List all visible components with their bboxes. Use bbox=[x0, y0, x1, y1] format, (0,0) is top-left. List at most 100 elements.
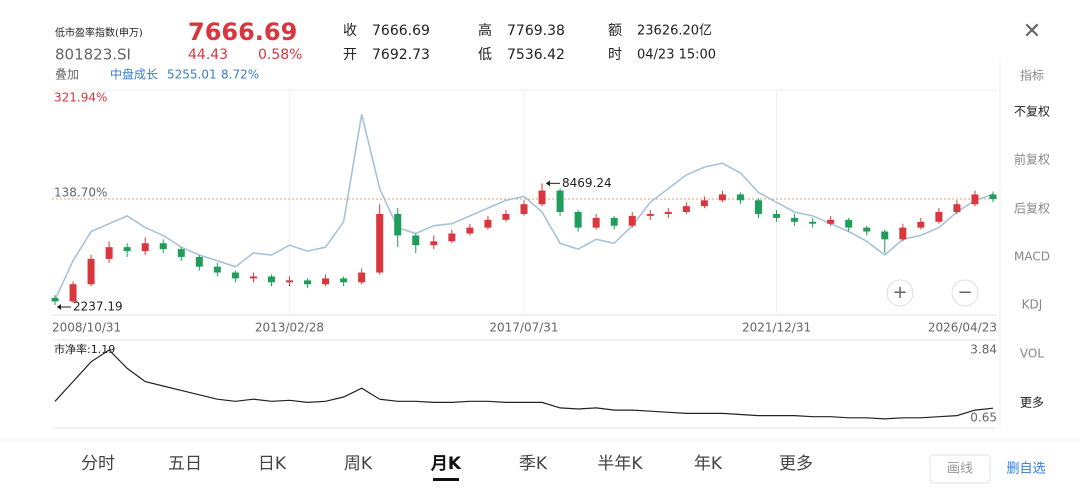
tab[interactable]: 日K bbox=[258, 454, 287, 474]
candle-body bbox=[123, 247, 131, 252]
field-value: 23626.20亿 bbox=[637, 24, 712, 39]
candle-body bbox=[556, 190, 564, 213]
x-tick-label: 2008/10/31 bbox=[52, 321, 121, 335]
candle-body bbox=[682, 206, 690, 213]
y-tick-label: 138.70% bbox=[54, 186, 107, 200]
menu-item[interactable]: 前复权 bbox=[1014, 152, 1050, 167]
candle-body bbox=[141, 243, 149, 252]
menu-item[interactable]: KDJ bbox=[1022, 298, 1043, 312]
sub-label: 市净率:1.19 bbox=[54, 342, 115, 356]
annotation-arrowhead bbox=[57, 304, 61, 311]
candle-body bbox=[105, 247, 113, 259]
zoom-out[interactable] bbox=[951, 279, 979, 307]
overlay-label: 叠加 bbox=[55, 68, 79, 82]
x-tick-label: 2026/04/23 bbox=[928, 321, 997, 335]
menu-item[interactable]: MACD bbox=[1014, 250, 1050, 264]
field-label: 低 bbox=[478, 47, 492, 63]
tab[interactable]: 分时 bbox=[81, 454, 115, 474]
menu-item[interactable]: 后复权 bbox=[1014, 202, 1050, 216]
zoom-in-icon[interactable]: + bbox=[892, 282, 907, 303]
candle-body bbox=[863, 227, 871, 232]
candle-body bbox=[502, 213, 510, 220]
candle-body bbox=[989, 194, 997, 200]
candle-body bbox=[773, 213, 781, 218]
candle-body bbox=[340, 278, 348, 283]
field-value: 7769.38 bbox=[507, 23, 565, 39]
line bbox=[54, 114, 994, 301]
candle-body bbox=[628, 215, 636, 226]
max-annotation: 8469.24 bbox=[562, 176, 612, 190]
candle-body bbox=[286, 280, 293, 283]
menu-item[interactable]: 不复权 bbox=[1014, 105, 1050, 119]
sub-tick-label: 3.84 bbox=[970, 343, 997, 357]
candle-body bbox=[935, 212, 943, 222]
overlay-name: 中盘成长 bbox=[110, 67, 158, 82]
field-label: 开 bbox=[343, 47, 357, 63]
candle-body bbox=[520, 204, 528, 214]
candle-body bbox=[736, 194, 744, 201]
tab[interactable]: 季K bbox=[519, 454, 548, 474]
candle-body bbox=[249, 276, 257, 279]
y-tick-label: 321.94% bbox=[54, 91, 107, 105]
candle-body bbox=[881, 231, 889, 240]
candle-body bbox=[159, 243, 167, 250]
field-value: 7692.73 bbox=[372, 47, 430, 63]
x-tick-label: 2021/12/31 bbox=[742, 321, 811, 335]
field-label: 收 bbox=[343, 23, 357, 39]
zoom-in[interactable] bbox=[886, 279, 914, 307]
candle-body bbox=[538, 190, 546, 205]
candle-body bbox=[755, 200, 762, 214]
candle-body bbox=[87, 258, 95, 285]
candle-body bbox=[267, 276, 275, 283]
field-value: 04/23 15:00 bbox=[637, 48, 716, 63]
draw-button-label[interactable]: 画线 bbox=[947, 462, 973, 477]
min-annotation: 2237.19 bbox=[73, 300, 123, 314]
close-button[interactable]: ✕ bbox=[1023, 19, 1041, 44]
candle-body bbox=[430, 241, 438, 246]
remove-watch[interactable]: 删自选 bbox=[1006, 462, 1045, 477]
index-code: 801823.SI bbox=[55, 46, 131, 64]
candle-body bbox=[213, 266, 221, 273]
candle-body bbox=[322, 278, 330, 285]
candle-body bbox=[592, 217, 600, 228]
tab[interactable]: 周K bbox=[344, 454, 373, 474]
draw-button[interactable] bbox=[929, 454, 991, 484]
menu-item[interactable]: 指标 bbox=[1020, 68, 1044, 83]
candle-body bbox=[448, 233, 456, 242]
tab[interactable]: 更多 bbox=[779, 454, 813, 474]
candle-body bbox=[700, 200, 708, 207]
field-label: 额 bbox=[608, 23, 622, 39]
overlay-pct: 8.72% bbox=[221, 68, 259, 82]
candle-body bbox=[664, 212, 672, 214]
candle-body bbox=[484, 219, 492, 228]
change: 44.43 bbox=[188, 47, 228, 63]
candle-body bbox=[177, 249, 185, 257]
candle-body bbox=[827, 219, 835, 224]
zoom-out-icon[interactable]: − bbox=[957, 282, 972, 303]
tab[interactable]: 半年K bbox=[597, 454, 643, 474]
overlay-value: 5255.01 bbox=[167, 68, 217, 82]
candle-body bbox=[791, 217, 799, 222]
candle-body bbox=[917, 221, 925, 228]
candle-body bbox=[51, 297, 59, 302]
candle-body bbox=[718, 194, 726, 201]
tab[interactable]: 年K bbox=[694, 454, 723, 474]
field-value: 7536.42 bbox=[507, 47, 565, 63]
line bbox=[54, 349, 994, 420]
x-tick-label: 2017/07/31 bbox=[489, 321, 558, 335]
price: 7666.69 bbox=[188, 18, 297, 46]
candle-body bbox=[69, 284, 77, 302]
menu-item[interactable]: 更多 bbox=[1020, 396, 1044, 410]
candle-body bbox=[610, 217, 618, 226]
tab[interactable]: 五日 bbox=[168, 454, 202, 474]
candle-body bbox=[195, 256, 203, 267]
candle-body bbox=[376, 213, 384, 273]
candle-body bbox=[358, 272, 366, 283]
candle-body bbox=[971, 194, 979, 205]
menu-item[interactable]: VOL bbox=[1020, 347, 1044, 361]
tab[interactable]: 月K bbox=[430, 454, 462, 474]
candle-body bbox=[304, 280, 312, 285]
candle-body bbox=[412, 235, 420, 246]
annotation-arrowhead bbox=[546, 180, 551, 187]
